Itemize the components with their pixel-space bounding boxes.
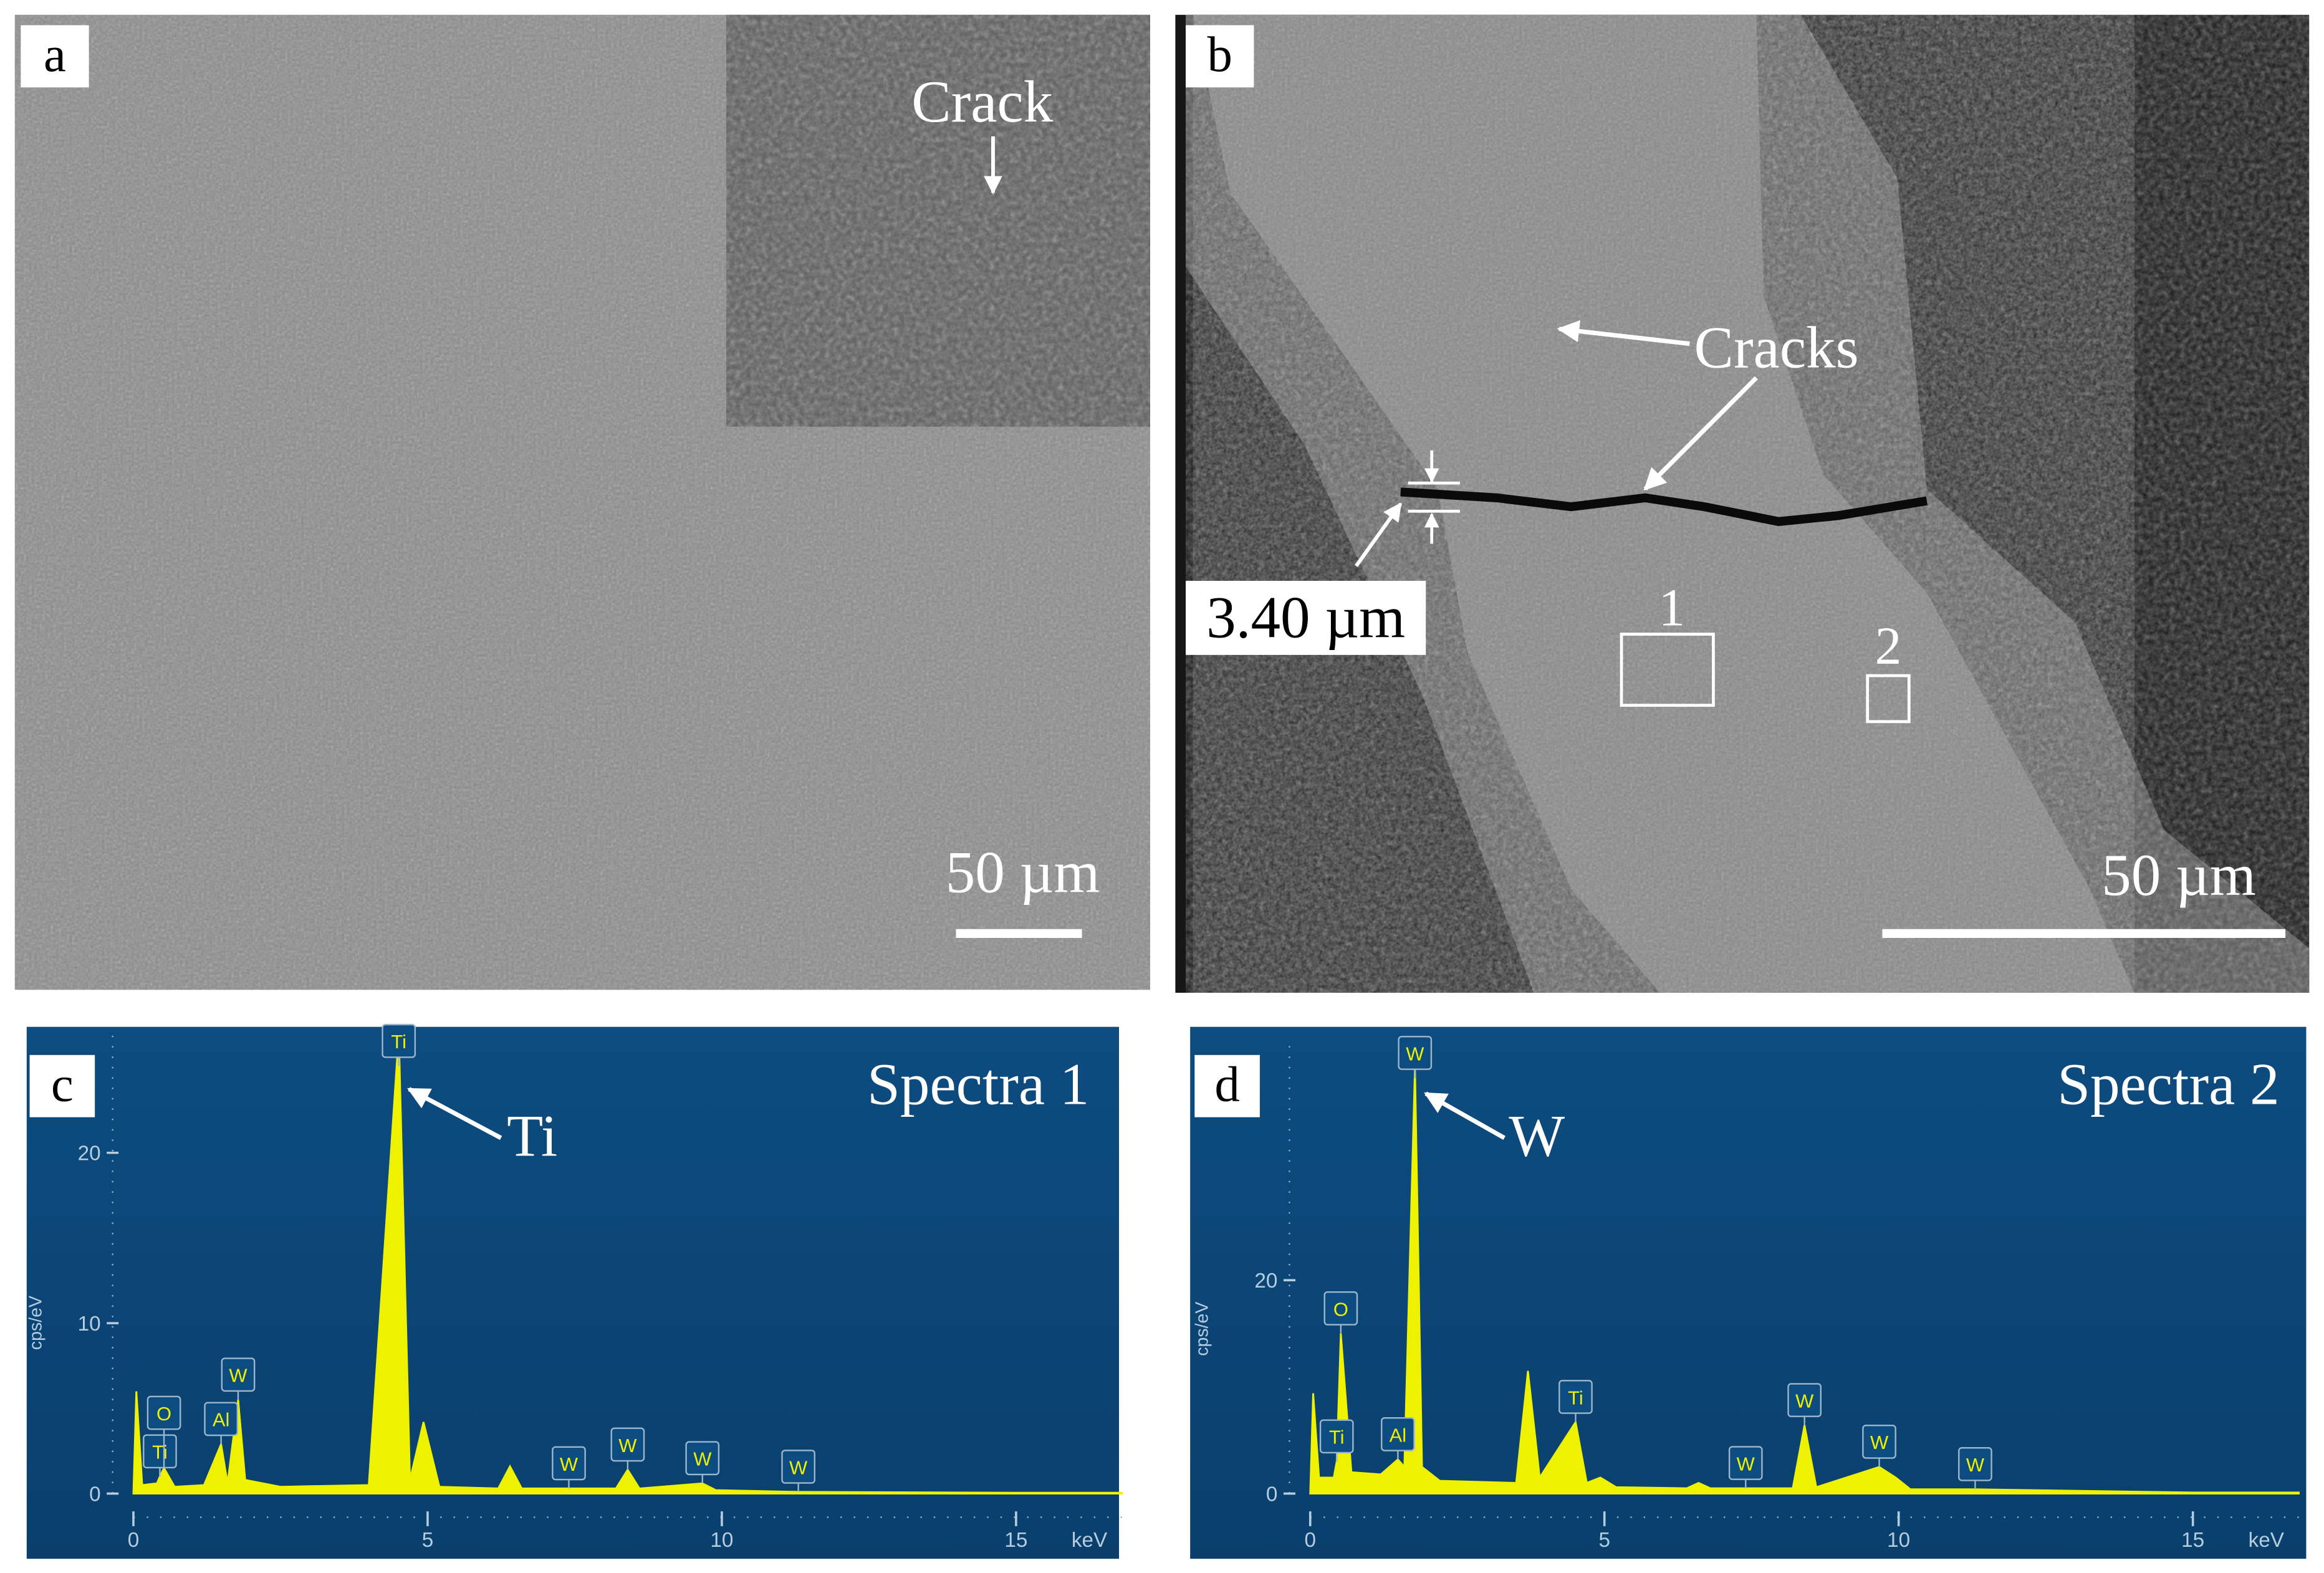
x-axis-label: keV [1072,1529,1108,1552]
peak-label: Ti [152,1442,168,1463]
arrow [1424,1091,1505,1140]
label-box [1186,580,1426,655]
x-tick-label: 0 [128,1529,140,1552]
measurement: 3.40 µm [1206,584,1405,650]
panel-label-box [1194,1054,1260,1117]
x-tick-label: 10 [710,1529,733,1552]
peak-label-box [1319,1419,1354,1454]
region-label: 1 [1658,578,1685,637]
panel-label-box [29,1054,95,1117]
panel-a: a Crack 50 µm [14,14,1150,990]
x-tick-label: 10 [1887,1529,1910,1552]
peak-label: W [1966,1454,1985,1476]
y-axis-label: cps/eV [26,1296,46,1350]
panel-label: c [51,1057,74,1112]
peak-label-box [382,1023,416,1058]
peak-label-box [221,1357,256,1392]
peak-label-box [1323,1291,1358,1326]
panel-b: b Cracks 3.40 µm 1 2 50 µm [1175,14,2310,993]
scale-label: 50 µm [946,839,1100,905]
peak-label-box [1558,1380,1593,1414]
peak-label: W [1870,1432,1889,1453]
crack [1400,487,1928,527]
peak-label: Al [213,1409,229,1431]
x-tick-label: 15 [1004,1529,1027,1552]
chart-title: Spectra 2 [2057,1051,2279,1117]
peak-label: W [618,1435,637,1456]
peak-label: Al [1390,1424,1406,1446]
x-tick-label: 5 [422,1529,434,1552]
x-tick-label: 0 [1304,1529,1316,1552]
panel-label: a [44,27,66,82]
peak-label: W [229,1365,247,1387]
peak-label: W [560,1453,579,1475]
peak-label-box [146,1395,181,1430]
peak-label-box [1381,1417,1415,1451]
arrow [407,1087,502,1140]
region-box [1620,633,1715,707]
peak-label-box [204,1402,238,1437]
peak-label-box [1862,1425,1896,1459]
y-tick-label: 0 [89,1483,101,1506]
peak-label: Ti [1568,1387,1583,1408]
y-tick-label: 10 [78,1312,101,1336]
peak-label-box [781,1450,815,1484]
region-box [1866,674,1911,724]
y-tick-label: 20 [1254,1269,1277,1293]
peak-label-box [552,1446,586,1481]
annotation: Cracks [1694,315,1859,381]
spectrum [132,1033,1123,1494]
region-label: 2 [1875,616,1902,676]
panel-label: b [1208,27,1232,82]
peak-label-box [1728,1446,1763,1480]
peak-label-box [143,1434,177,1469]
peak-label: W [1737,1453,1755,1475]
spectrum-chart: 0 20 0 5 10 15 keV cps/eV Ti O Al W Ti W W W W [1193,1036,2300,1552]
scale-label: 50 µm [2101,842,2256,908]
panel-label-box [1186,25,1254,88]
annotation: Crack [911,69,1054,135]
x-tick-label: 5 [1598,1529,1610,1552]
peak-label-box [610,1427,645,1462]
peak-label-box [685,1441,720,1476]
y-tick-label: 0 [1266,1483,1278,1506]
peak-label: O [1333,1298,1348,1320]
x-axis-label: keV [2249,1529,2285,1552]
x-tick-label: 15 [2181,1529,2204,1552]
peak-label: Ti [391,1031,406,1053]
peak-label: W [1795,1390,1814,1412]
chart-title: Spectra 1 [867,1051,1089,1117]
peak-label: W [1406,1043,1424,1064]
peak-label: W [693,1448,712,1470]
annotation: W [1509,1102,1565,1169]
peak-label-box [1958,1446,1992,1481]
panel-label-box [21,25,89,88]
peak-label: W [789,1456,808,1478]
peak-label-box [1787,1383,1822,1417]
arrow [1355,502,1403,567]
peak-label-box [1398,1036,1433,1070]
y-axis-label: cps/eV [1193,1302,1212,1356]
y-tick-label: 20 [78,1142,101,1165]
arrow [1557,320,1690,347]
annotation: Ti [507,1102,557,1169]
sem-inset-texture [726,14,1150,427]
panel-label: d [1214,1057,1239,1112]
arrow [1643,376,1758,491]
peak-label: O [156,1403,171,1425]
peak-label: Ti [1329,1427,1345,1448]
